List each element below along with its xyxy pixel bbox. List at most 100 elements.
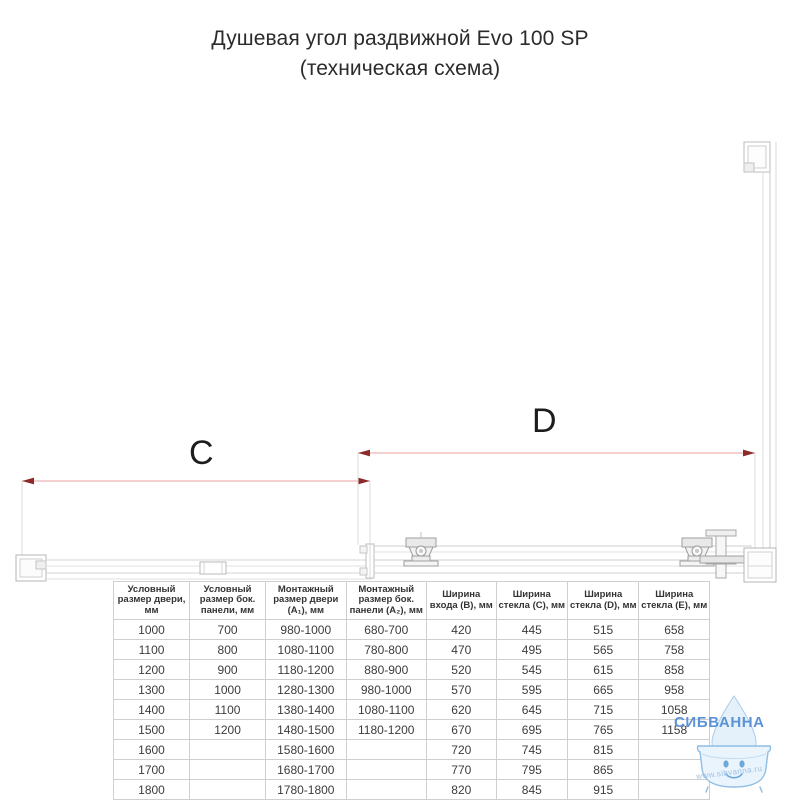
- table-cell: 1300: [112, 679, 191, 700]
- table-cell: 1058: [638, 699, 710, 720]
- table-cell: 1800: [112, 779, 191, 800]
- table-cell: 680-700: [345, 619, 427, 640]
- table-cell: 720: [425, 739, 497, 760]
- table-cell: 858: [638, 659, 710, 680]
- table-body: 1000 700 980-1000 680-700 420 445 515 658 1100 80…: [112, 619, 710, 800]
- table-cell: 795: [495, 759, 569, 780]
- table-cell: 695: [495, 719, 569, 740]
- table-cell: 658: [638, 619, 710, 640]
- table-cell: 1200: [189, 719, 267, 740]
- table-cell: 770: [425, 759, 497, 780]
- page-title: Душевая угол раздвижной Evo 100 SP (техн…: [0, 24, 800, 84]
- table-cell: 1100: [112, 639, 191, 660]
- table-cell: [189, 759, 267, 780]
- table-cell: 645: [495, 699, 569, 720]
- table-cell: [638, 739, 710, 760]
- table-cell: 1080-1100: [265, 639, 347, 660]
- table-row: 1100 800 1080-1100 780-800 470 495 565 758: [112, 639, 710, 660]
- table-cell: 595: [495, 679, 569, 700]
- table-cell: 445: [495, 619, 569, 640]
- dimension-label-c: C: [189, 434, 214, 472]
- table-header-cell: Ширина входа (B), мм: [425, 581, 497, 620]
- table-cell: 780-800: [345, 639, 427, 660]
- table-cell: 1000: [189, 679, 267, 700]
- roller-assembly-left: [403, 532, 439, 567]
- table-cell: 1380-1400: [265, 699, 347, 720]
- table-cell: 1680-1700: [265, 759, 347, 780]
- table-cell: 1180-1200: [265, 659, 347, 680]
- table-cell: 745: [495, 739, 569, 760]
- table-header-cell: Ширина стекла (D), мм: [567, 581, 640, 620]
- table-row: 1800 1780-1800 820 845 915: [112, 779, 710, 800]
- table-header-cell: Условный размер бок. панели, мм: [189, 581, 267, 620]
- dimension-label-d: D: [532, 402, 557, 440]
- table-row: 1500 1200 1480-1500 1180-1200 670 695 765 1158: [112, 719, 710, 740]
- table-header-cell: Монтажный размер двери (A₁), мм: [265, 581, 347, 620]
- table-cell: 758: [638, 639, 710, 660]
- table-cell: 1180-1200: [345, 719, 427, 740]
- wall-bracket-right: [743, 547, 777, 583]
- table-cell: 1780-1800: [265, 779, 347, 800]
- table-cell: 495: [495, 639, 569, 660]
- table-cell: 615: [567, 659, 640, 680]
- table-cell: 1100: [189, 699, 267, 720]
- table-cell: 420: [425, 619, 497, 640]
- table-cell: 980-1000: [345, 679, 427, 700]
- table-row: 1300 1000 1280-1300 980-1000 570 595 665 958: [112, 679, 710, 700]
- table-cell: 915: [567, 779, 640, 800]
- title-line-1: Душевая угол раздвижной Evo 100 SP: [211, 27, 589, 50]
- table-header-row: Условный размер двери, мм Условный разме…: [112, 581, 710, 620]
- panel-bracket-left: [199, 561, 227, 575]
- wall-profile-right: [743, 141, 777, 568]
- table-cell: [638, 779, 710, 800]
- table-cell: [189, 739, 267, 760]
- roller-assembly-right: [679, 537, 715, 567]
- table-row: 1200 900 1180-1200 880-900 520 545 615 858: [112, 659, 710, 680]
- center-post: [359, 543, 375, 579]
- table-cell: 845: [495, 779, 569, 800]
- table-cell: 715: [567, 699, 640, 720]
- table-cell: 980-1000: [265, 619, 347, 640]
- table-header-cell: Ширина стекла (E), мм: [638, 581, 710, 620]
- table-cell: [345, 739, 427, 760]
- door-handle: [699, 529, 749, 579]
- table-cell: 1080-1100: [345, 699, 427, 720]
- dimension-line-d: [357, 449, 756, 548]
- table-cell: 880-900: [345, 659, 427, 680]
- table-cell: 670: [425, 719, 497, 740]
- table-cell: 900: [189, 659, 267, 680]
- table-header-cell: Условный размер двери, мм: [112, 581, 191, 620]
- specification-table: Условный размер двери, мм Условный разме…: [112, 581, 710, 800]
- table-cell: 1400: [112, 699, 191, 720]
- left-end-profile: [15, 554, 47, 582]
- table-cell: 570: [425, 679, 497, 700]
- table-cell: 1600: [112, 739, 191, 760]
- table-cell: 815: [567, 739, 640, 760]
- table-header-cell: Монтажный размер бок. панели (A₂), мм: [345, 581, 427, 620]
- table-cell: 958: [638, 679, 710, 700]
- table-cell: 700: [189, 619, 267, 640]
- table-cell: 520: [425, 659, 497, 680]
- table-cell: 1280-1300: [265, 679, 347, 700]
- table-cell: 1700: [112, 759, 191, 780]
- table-cell: 1158: [638, 719, 710, 740]
- table-cell: 545: [495, 659, 569, 680]
- table-cell: 1200: [112, 659, 191, 680]
- dimension-line-c: [21, 477, 371, 578]
- title-line-2: (техническая схема): [299, 57, 501, 80]
- table-cell: 1500: [112, 719, 191, 740]
- table-row: 1400 1100 1380-1400 1080-1100 620 645 715 1058: [112, 699, 710, 720]
- table-cell: 1000: [112, 619, 191, 640]
- table-cell: 800: [189, 639, 267, 660]
- table-cell: 665: [567, 679, 640, 700]
- table-cell: 1580-1600: [265, 739, 347, 760]
- table-cell: [638, 759, 710, 780]
- table-cell: [189, 779, 267, 800]
- table-cell: 470: [425, 639, 497, 660]
- table-cell: 565: [567, 639, 640, 660]
- technical-drawing: [15, 141, 777, 583]
- table-row: 1700 1680-1700 770 795 865: [112, 759, 710, 780]
- table-cell: [345, 759, 427, 780]
- table-row: 1600 1580-1600 720 745 815: [112, 739, 710, 760]
